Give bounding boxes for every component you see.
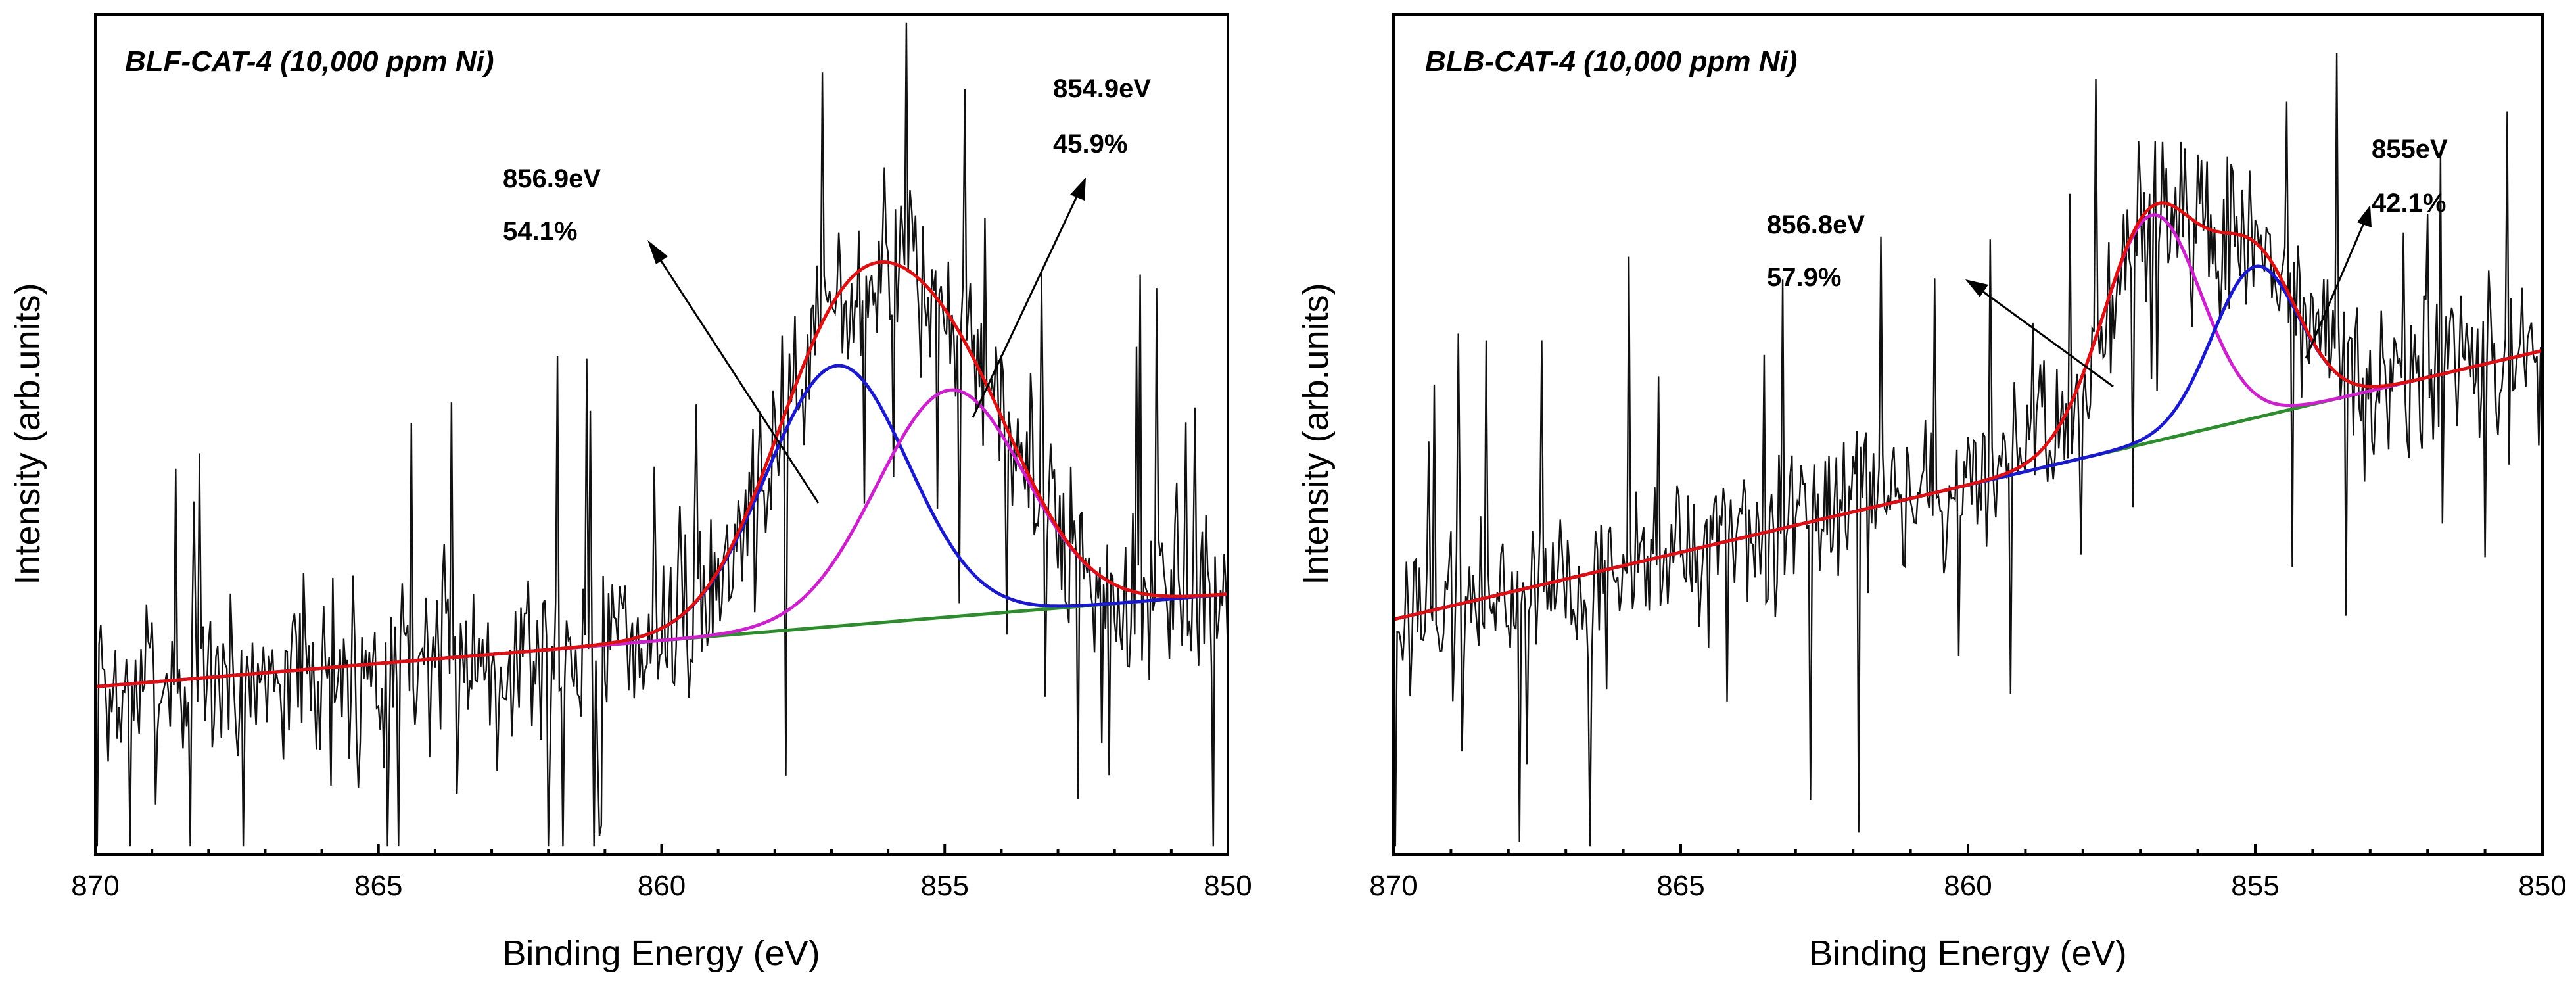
- arrowhead: [647, 240, 668, 264]
- arrowhead: [1965, 279, 1988, 297]
- peak-annotation-856-8: 856.8eV 57.9%: [1767, 210, 2114, 388]
- x-axis-label: Binding Energy (eV): [1809, 934, 2126, 973]
- envelope-series: [1393, 201, 2543, 621]
- x-tick-label: 865: [354, 870, 402, 902]
- annotation-energy: 854.9eV: [1053, 74, 1151, 103]
- plot-area: [94, 22, 1229, 847]
- panel-blf-cat-4: 870 865 860 855 850 BLF-CAT-4 (10,000 ppm Ni…: [8, 13, 1252, 973]
- x-tick-label: 865: [1656, 870, 1704, 902]
- raw-spectrum-series: [94, 22, 1229, 847]
- x-axis-label: Binding Energy (eV): [502, 934, 820, 973]
- arrowhead: [1070, 178, 1086, 201]
- x-tick-label: 870: [1369, 870, 1417, 902]
- peak-annotation-855: 855eV 42.1%: [2305, 135, 2448, 359]
- annotation-area: 42.1%: [2372, 189, 2446, 218]
- panel-title: BLF-CAT-4 (10,000 ppm Ni): [125, 45, 494, 78]
- x-tick-label: 855: [2231, 870, 2279, 902]
- x-tick-label: 860: [638, 870, 686, 902]
- plot-area: [1392, 53, 2544, 847]
- fit-peak-series: [1393, 213, 2543, 621]
- x-axis-ticks: 870 865 860 855 850: [1369, 844, 2567, 902]
- x-tick-label: 855: [921, 870, 969, 902]
- arrowhead: [2357, 205, 2372, 227]
- x-tick-label: 870: [71, 870, 119, 902]
- y-axis-label: Intensity (arb.units): [1296, 283, 1336, 584]
- envelope-series: [95, 260, 1229, 688]
- x-tick-label: 860: [1944, 870, 1992, 902]
- annotation-energy: 856.8eV: [1767, 210, 1865, 239]
- panel-title: BLB-CAT-4 (10,000 ppm Ni): [1425, 45, 1797, 78]
- annotation-arrow: [972, 193, 1079, 418]
- peak-annotation-854-9: 854.9eV 45.9%: [972, 74, 1151, 418]
- annotation-arrow: [2305, 220, 2366, 359]
- peak-annotation-856-9: 856.9eV 54.1%: [503, 164, 820, 504]
- raw-spectrum-series: [1392, 53, 2544, 847]
- annotation-energy: 856.9eV: [503, 164, 601, 193]
- y-axis-label: Intensity (arb.units): [8, 283, 47, 584]
- x-tick-label: 850: [2518, 870, 2566, 902]
- annotation-area: 54.1%: [503, 217, 577, 246]
- annotation-arrow: [656, 254, 820, 504]
- annotation-area: 45.9%: [1053, 130, 1127, 158]
- x-tick-label: 850: [1204, 870, 1252, 902]
- annotation-arrow: [1979, 288, 2114, 388]
- plot-frame: [1392, 13, 2544, 856]
- x-axis-ticks: 870 865 860 855 850: [71, 844, 1252, 902]
- annotation-energy: 855eV: [2372, 135, 2448, 164]
- panel-blb-cat-4: 870 865 860 855 850 BLB-CAT-4 (10,000 ppm Ni…: [1296, 13, 2567, 973]
- annotation-area: 57.9%: [1767, 263, 1841, 292]
